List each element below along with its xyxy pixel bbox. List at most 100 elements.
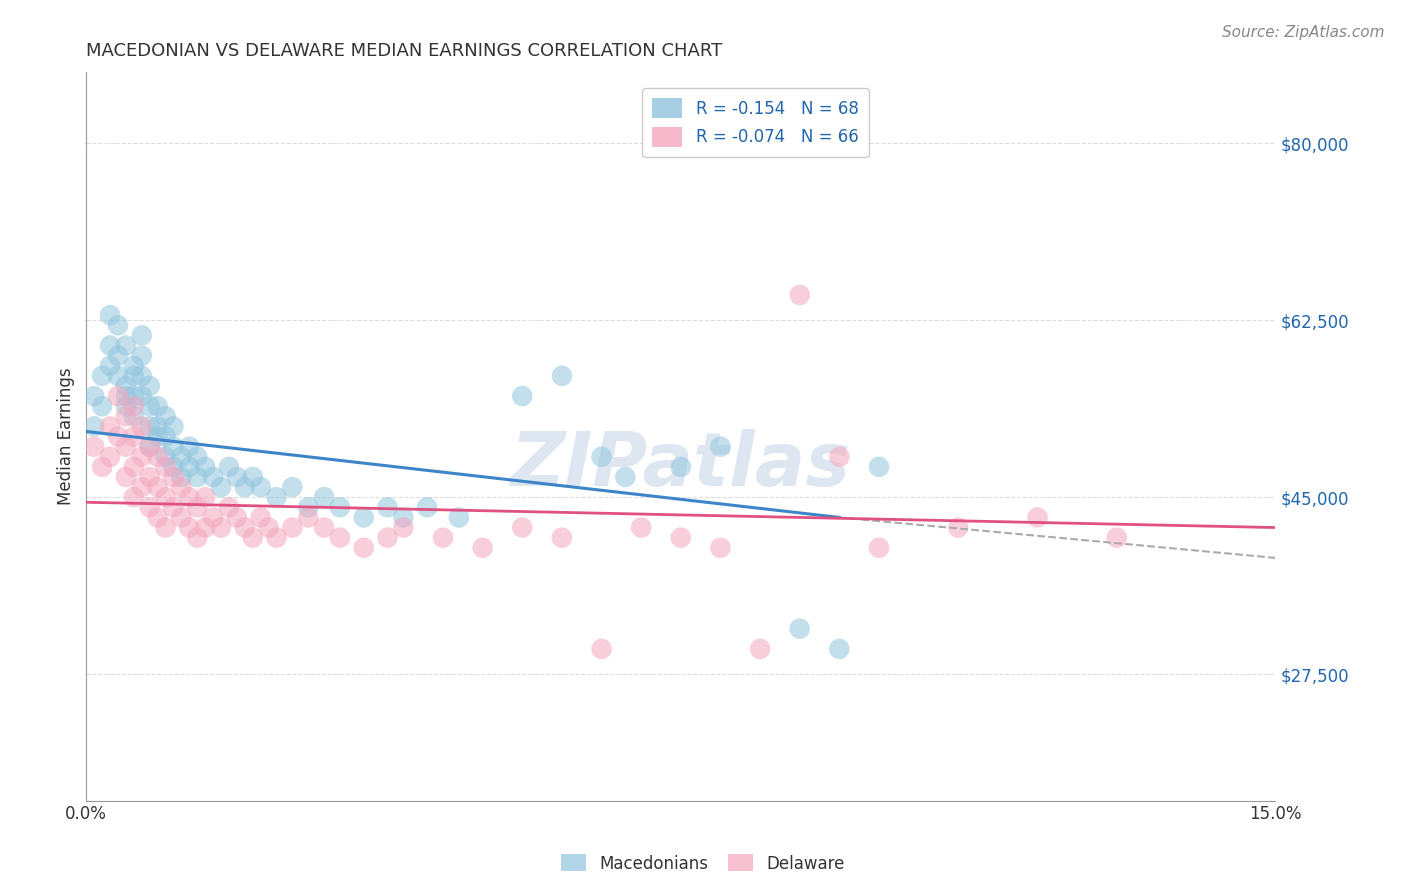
Point [107,389,129,403]
Point [155,520,177,534]
Point [98,419,121,434]
Point [146,450,169,464]
Point [432,531,454,545]
Point [314,520,336,534]
Point [115,440,138,454]
Point [98,450,121,464]
Point [266,490,288,504]
Point [377,531,399,545]
Point [186,450,208,464]
Point [242,470,264,484]
Point [107,349,129,363]
Point [828,641,851,656]
Point [131,368,153,383]
Point [146,510,169,524]
Point [122,389,145,403]
Point [416,500,439,515]
Point [138,419,160,434]
Point [179,520,201,534]
Point [83,419,105,434]
Text: MACEDONIAN VS DELAWARE MEDIAN EARNINGS CORRELATION CHART: MACEDONIAN VS DELAWARE MEDIAN EARNINGS C… [86,42,723,60]
Legend: Macedonians, Delaware: Macedonians, Delaware [554,847,852,880]
Point [329,500,352,515]
Point [170,510,193,524]
Point [122,399,145,413]
Point [131,389,153,403]
Point [828,450,851,464]
Point [162,470,184,484]
Text: ZIPatlas: ZIPatlas [510,429,851,502]
Point [98,338,121,352]
Point [138,440,160,454]
Point [146,419,169,434]
Point [669,531,692,545]
Point [218,459,240,474]
Point [1026,510,1049,524]
Point [392,520,415,534]
Point [218,500,240,515]
Point [249,510,271,524]
Point [83,440,105,454]
Point [392,510,415,524]
Point [138,500,160,515]
Point [257,520,280,534]
Point [789,622,811,636]
Point [83,389,105,403]
Point [297,500,319,515]
Point [591,641,613,656]
Point [186,500,208,515]
Point [709,541,731,555]
Point [868,459,890,474]
Point [91,368,114,383]
Point [131,349,153,363]
Point [91,399,114,413]
Point [115,379,138,393]
Point [868,541,890,555]
Legend: R = -0.154   N = 68, R = -0.074   N = 66: R = -0.154 N = 68, R = -0.074 N = 66 [643,88,869,157]
Point [789,288,811,302]
Point [551,368,574,383]
Point [155,409,177,424]
Y-axis label: Median Earnings: Median Earnings [58,368,75,506]
Point [447,510,470,524]
Point [162,459,184,474]
Point [155,459,177,474]
Point [266,531,288,545]
Point [510,520,533,534]
Point [179,490,201,504]
Point [162,419,184,434]
Point [162,440,184,454]
Point [471,541,494,555]
Point [297,510,319,524]
Point [107,318,129,333]
Point [122,409,145,424]
Point [122,490,145,504]
Point [353,541,375,555]
Point [115,389,138,403]
Point [614,470,637,484]
Point [194,520,217,534]
Point [155,450,177,464]
Point [107,429,129,443]
Point [194,490,217,504]
Point [749,641,772,656]
Point [91,459,114,474]
Point [249,480,271,494]
Point [131,419,153,434]
Point [225,470,247,484]
Point [233,480,256,494]
Point [314,490,336,504]
Point [202,470,225,484]
Point [162,500,184,515]
Point [233,520,256,534]
Point [122,459,145,474]
Point [194,459,217,474]
Point [115,338,138,352]
Point [669,459,692,474]
Point [179,440,201,454]
Point [107,368,129,383]
Point [209,480,232,494]
Point [202,510,225,524]
Point [551,531,574,545]
Point [591,450,613,464]
